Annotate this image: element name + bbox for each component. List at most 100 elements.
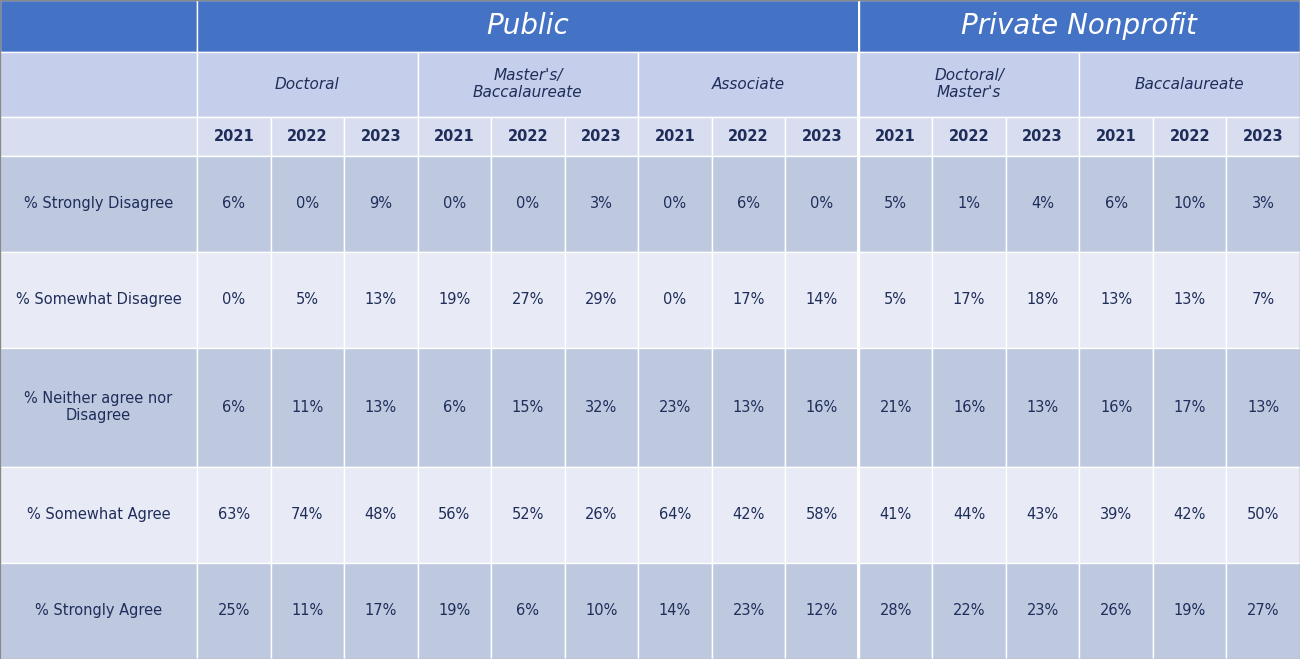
Text: 2022: 2022 xyxy=(949,129,989,144)
Bar xyxy=(198,348,270,467)
Bar xyxy=(859,117,932,156)
Bar xyxy=(1153,117,1226,156)
Bar xyxy=(932,156,1006,252)
Bar xyxy=(198,563,270,659)
Text: % Strongly Agree: % Strongly Agree xyxy=(35,604,162,618)
Bar xyxy=(1079,563,1153,659)
Bar xyxy=(0,348,198,467)
Text: % Neither agree nor
Disagree: % Neither agree nor Disagree xyxy=(25,391,173,424)
Bar xyxy=(564,563,638,659)
Bar xyxy=(857,156,861,252)
Text: 1%: 1% xyxy=(958,196,980,211)
Text: 4%: 4% xyxy=(1031,196,1054,211)
Bar xyxy=(638,252,711,348)
Bar xyxy=(198,52,417,117)
Text: 28%: 28% xyxy=(879,604,911,618)
Bar xyxy=(711,348,785,467)
Text: 5%: 5% xyxy=(884,293,907,307)
Text: 2022: 2022 xyxy=(287,129,328,144)
Bar xyxy=(785,156,859,252)
Text: 21%: 21% xyxy=(879,400,911,415)
Bar xyxy=(417,252,491,348)
Bar xyxy=(564,348,638,467)
Text: 23%: 23% xyxy=(1027,604,1058,618)
Bar xyxy=(417,563,491,659)
Bar xyxy=(1226,117,1300,156)
Text: 17%: 17% xyxy=(1174,400,1206,415)
Bar xyxy=(344,348,417,467)
Bar xyxy=(491,348,564,467)
Text: 3%: 3% xyxy=(1252,196,1275,211)
Bar xyxy=(1079,348,1153,467)
Bar xyxy=(1226,252,1300,348)
Text: 16%: 16% xyxy=(806,400,838,415)
Bar xyxy=(0,117,198,156)
Text: 2021: 2021 xyxy=(1096,129,1136,144)
Bar xyxy=(1153,348,1226,467)
Text: 7%: 7% xyxy=(1252,293,1275,307)
Text: 13%: 13% xyxy=(732,400,764,415)
Text: 2021: 2021 xyxy=(434,129,474,144)
Text: 58%: 58% xyxy=(806,507,838,523)
Bar xyxy=(859,563,932,659)
Bar xyxy=(198,117,270,156)
Bar xyxy=(270,252,344,348)
Text: 13%: 13% xyxy=(365,293,396,307)
Text: 29%: 29% xyxy=(585,293,618,307)
Bar xyxy=(1006,348,1079,467)
Text: % Somewhat Disagree: % Somewhat Disagree xyxy=(16,293,182,307)
Text: 2021: 2021 xyxy=(655,129,696,144)
Bar xyxy=(344,467,417,563)
Text: 22%: 22% xyxy=(953,604,985,618)
Bar xyxy=(859,0,1300,52)
Text: 2023: 2023 xyxy=(802,129,842,144)
Text: 10%: 10% xyxy=(585,604,618,618)
Bar xyxy=(1006,467,1079,563)
Bar xyxy=(638,52,859,117)
Text: 26%: 26% xyxy=(585,507,618,523)
Text: % Somewhat Agree: % Somewhat Agree xyxy=(27,507,170,523)
Bar xyxy=(491,117,564,156)
Text: Doctoral: Doctoral xyxy=(274,76,339,92)
Bar xyxy=(638,563,711,659)
Text: 41%: 41% xyxy=(879,507,911,523)
Text: 9%: 9% xyxy=(369,196,393,211)
Text: 11%: 11% xyxy=(291,400,324,415)
Bar xyxy=(857,117,861,156)
Text: 17%: 17% xyxy=(953,293,985,307)
Bar xyxy=(344,252,417,348)
Bar xyxy=(198,252,270,348)
Text: 19%: 19% xyxy=(1174,604,1206,618)
Bar xyxy=(564,156,638,252)
Text: 6%: 6% xyxy=(737,196,760,211)
Text: 6%: 6% xyxy=(222,400,246,415)
Bar xyxy=(1006,252,1079,348)
Bar xyxy=(344,156,417,252)
Bar xyxy=(932,348,1006,467)
Text: 12%: 12% xyxy=(806,604,838,618)
Bar xyxy=(270,156,344,252)
Bar xyxy=(270,563,344,659)
Text: 26%: 26% xyxy=(1100,604,1132,618)
Text: 0%: 0% xyxy=(443,196,465,211)
Bar xyxy=(1153,252,1226,348)
Text: 56%: 56% xyxy=(438,507,471,523)
Text: 13%: 13% xyxy=(1174,293,1206,307)
Bar xyxy=(785,117,859,156)
Bar xyxy=(1079,117,1153,156)
Bar xyxy=(859,52,1079,117)
Bar xyxy=(859,252,932,348)
Bar xyxy=(785,348,859,467)
Text: Public: Public xyxy=(486,12,569,40)
Text: 15%: 15% xyxy=(512,400,543,415)
Text: 23%: 23% xyxy=(659,400,692,415)
Bar xyxy=(1079,156,1153,252)
Text: 44%: 44% xyxy=(953,507,985,523)
Bar xyxy=(1226,348,1300,467)
Text: 0%: 0% xyxy=(810,196,833,211)
Text: 19%: 19% xyxy=(438,604,471,618)
Text: 2022: 2022 xyxy=(507,129,549,144)
Text: 13%: 13% xyxy=(1027,400,1058,415)
Text: 5%: 5% xyxy=(296,293,318,307)
Bar xyxy=(0,156,198,252)
